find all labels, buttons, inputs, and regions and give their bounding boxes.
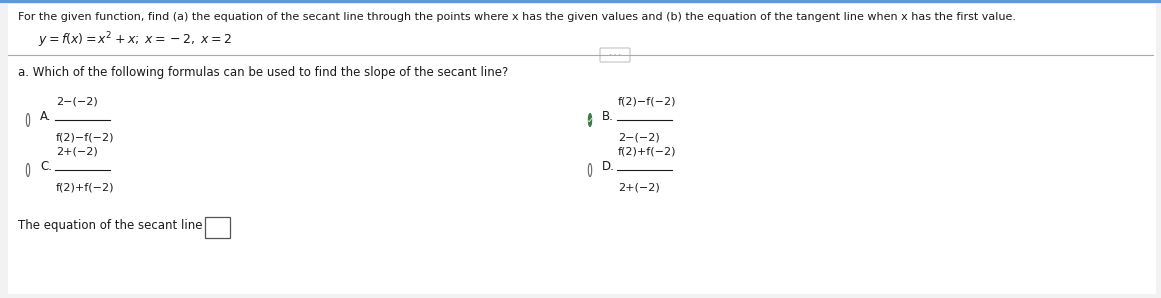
- Text: $y=f(x)=x^2+x;\;x=-2,\;x=2$: $y=f(x)=x^2+x;\;x=-2,\;x=2$: [38, 30, 232, 49]
- Text: B.: B.: [603, 111, 614, 123]
- Text: 2+(−2): 2+(−2): [618, 183, 659, 193]
- Ellipse shape: [27, 114, 30, 126]
- Text: D.: D.: [603, 161, 615, 173]
- Text: 2+(−2): 2+(−2): [56, 147, 98, 157]
- Text: f(2)−f(−2): f(2)−f(−2): [618, 97, 677, 107]
- Text: C.: C.: [39, 161, 52, 173]
- FancyBboxPatch shape: [8, 4, 1156, 294]
- Text: f(2)−f(−2): f(2)−f(−2): [56, 133, 115, 143]
- Ellipse shape: [589, 114, 592, 126]
- Text: 2−(−2): 2−(−2): [56, 97, 98, 107]
- Text: · · ·: · · ·: [610, 50, 621, 60]
- FancyBboxPatch shape: [204, 217, 230, 238]
- FancyBboxPatch shape: [600, 48, 630, 62]
- Text: ✓: ✓: [586, 116, 593, 125]
- Ellipse shape: [27, 164, 30, 176]
- Text: f(2)+f(−2): f(2)+f(−2): [618, 147, 677, 157]
- Text: The equation of the secant line is: The equation of the secant line is: [19, 220, 216, 232]
- Text: A.: A.: [39, 111, 51, 123]
- Text: 2−(−2): 2−(−2): [618, 133, 659, 143]
- Text: f(2)+f(−2): f(2)+f(−2): [56, 183, 115, 193]
- Text: For the given function, find (a) the equation of the secant line through the poi: For the given function, find (a) the equ…: [19, 12, 1016, 22]
- Ellipse shape: [589, 164, 592, 176]
- Text: a. Which of the following formulas can be used to find the slope of the secant l: a. Which of the following formulas can b…: [19, 66, 509, 79]
